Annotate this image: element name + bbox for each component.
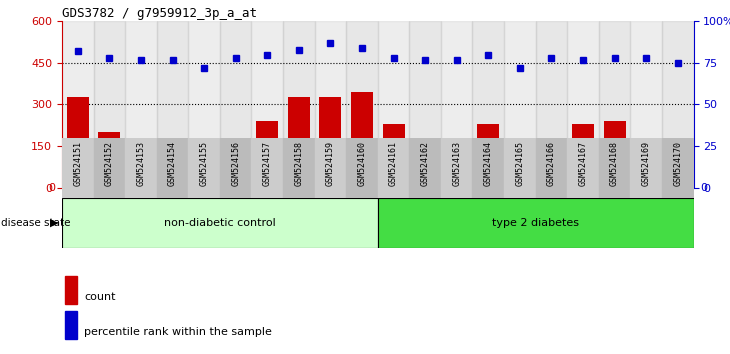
Text: non-diabetic control: non-diabetic control — [164, 218, 276, 228]
Bar — [93, 21, 126, 188]
Bar — [472, 21, 504, 188]
Bar — [65, 276, 77, 304]
Bar — [288, 97, 310, 188]
Bar — [504, 21, 536, 188]
Text: 0: 0 — [700, 183, 707, 193]
Bar — [157, 21, 188, 188]
Bar — [414, 142, 437, 188]
Text: GSM524160: GSM524160 — [358, 141, 366, 186]
Bar — [441, 21, 472, 188]
Bar — [126, 21, 157, 188]
Text: GSM524156: GSM524156 — [231, 141, 240, 186]
Text: disease state: disease state — [1, 218, 70, 228]
Text: GSM524169: GSM524169 — [642, 141, 650, 186]
Bar — [315, 21, 346, 188]
Text: GSM524158: GSM524158 — [294, 141, 304, 186]
Text: GSM524159: GSM524159 — [326, 141, 335, 186]
Bar — [441, 138, 472, 198]
Text: 0: 0 — [49, 183, 55, 193]
Text: GSM524161: GSM524161 — [389, 141, 398, 186]
Bar — [346, 138, 378, 198]
Bar — [567, 21, 599, 188]
Bar — [472, 138, 504, 198]
Text: GSM524153: GSM524153 — [137, 141, 145, 186]
Bar — [62, 21, 93, 188]
Text: ▶: ▶ — [50, 218, 58, 228]
Bar — [161, 144, 184, 188]
Bar — [378, 21, 410, 188]
Text: GSM524151: GSM524151 — [73, 141, 82, 186]
Bar — [383, 124, 404, 188]
Bar — [66, 97, 89, 188]
Bar — [193, 154, 215, 188]
Text: percentile rank within the sample: percentile rank within the sample — [84, 327, 272, 337]
Bar — [319, 97, 342, 188]
Text: GSM524167: GSM524167 — [578, 141, 588, 186]
Bar — [252, 138, 283, 198]
Bar — [62, 198, 378, 248]
Bar — [635, 139, 657, 188]
Text: GSM524157: GSM524157 — [263, 141, 272, 186]
Bar — [445, 144, 468, 188]
Bar — [220, 138, 251, 198]
Bar — [188, 21, 220, 188]
Bar — [130, 147, 152, 188]
Bar — [599, 138, 631, 198]
Bar — [666, 152, 689, 188]
Bar — [662, 138, 694, 198]
Text: GSM524168: GSM524168 — [610, 141, 619, 186]
Bar — [599, 21, 631, 188]
Bar — [252, 21, 283, 188]
Text: GSM524163: GSM524163 — [452, 141, 461, 186]
Bar — [572, 124, 594, 188]
Bar — [220, 21, 251, 188]
Bar — [631, 21, 662, 188]
Bar — [504, 138, 536, 198]
Bar — [536, 138, 567, 198]
Text: type 2 diabetes: type 2 diabetes — [492, 218, 579, 228]
Bar — [631, 138, 662, 198]
Bar — [477, 124, 499, 188]
Bar — [99, 132, 120, 188]
Text: GSM524152: GSM524152 — [105, 141, 114, 186]
Bar — [378, 198, 694, 248]
Bar — [351, 92, 373, 188]
Bar — [62, 138, 93, 198]
Text: GDS3782 / g7959912_3p_a_at: GDS3782 / g7959912_3p_a_at — [62, 7, 257, 20]
Bar — [378, 138, 410, 198]
Bar — [346, 21, 378, 188]
Bar — [509, 152, 531, 188]
Bar — [126, 138, 157, 198]
Bar — [410, 138, 441, 198]
Bar — [256, 121, 278, 188]
Bar — [283, 138, 315, 198]
Bar — [188, 138, 220, 198]
Text: count: count — [84, 292, 115, 302]
Bar — [225, 141, 247, 188]
Bar — [604, 121, 626, 188]
Bar — [157, 138, 188, 198]
Text: GSM524164: GSM524164 — [484, 141, 493, 186]
Text: GSM524165: GSM524165 — [515, 141, 524, 186]
Bar — [662, 21, 694, 188]
Text: GSM524170: GSM524170 — [673, 141, 683, 186]
Bar — [540, 142, 563, 188]
Bar — [283, 21, 315, 188]
Bar — [65, 311, 77, 339]
Bar — [410, 21, 441, 188]
Bar — [567, 138, 599, 198]
Bar — [536, 21, 567, 188]
Bar — [315, 138, 346, 198]
Text: GSM524155: GSM524155 — [199, 141, 209, 186]
Text: GSM524154: GSM524154 — [168, 141, 177, 186]
Text: GSM524166: GSM524166 — [547, 141, 556, 186]
Bar — [93, 138, 126, 198]
Text: GSM524162: GSM524162 — [420, 141, 430, 186]
